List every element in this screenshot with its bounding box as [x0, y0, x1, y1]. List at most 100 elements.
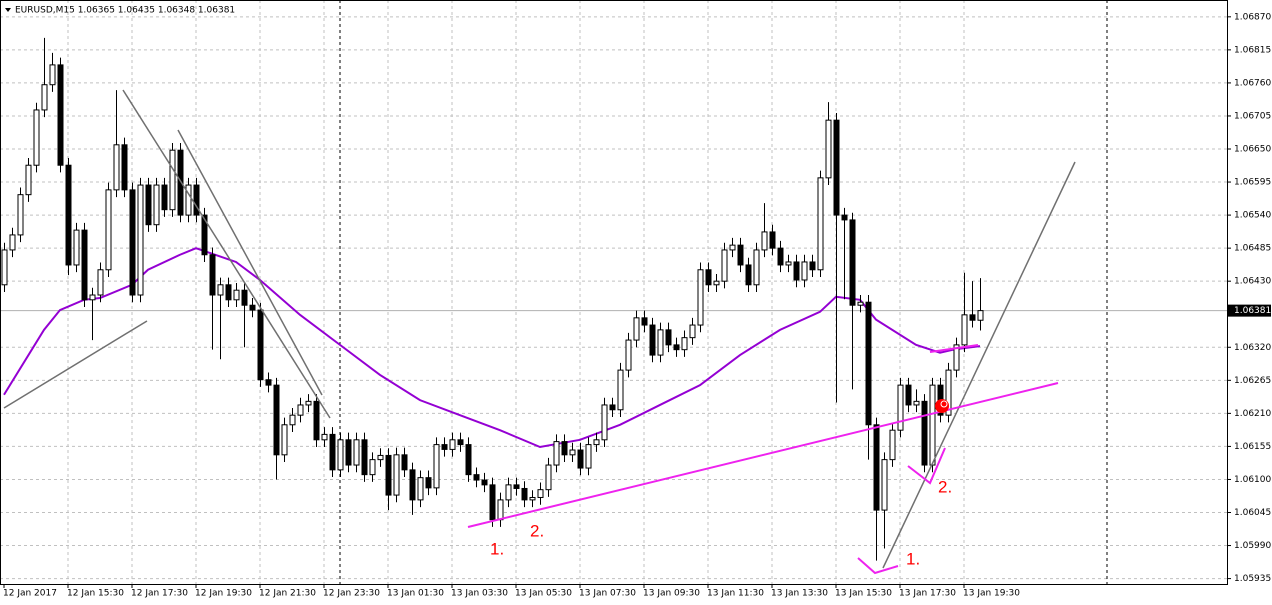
candle-body [521, 487, 528, 501]
candle-body [929, 384, 936, 466]
candle-body [793, 261, 800, 281]
candle-body [457, 439, 464, 446]
candle-body [673, 344, 680, 351]
candle-body [825, 119, 832, 179]
candle-body [177, 149, 184, 216]
swing-mark [907, 447, 946, 485]
y-tick-label: 1.06320 [1234, 343, 1271, 353]
candle-body [321, 433, 328, 441]
candle-body [657, 329, 664, 356]
candle-body [329, 433, 336, 471]
y-tick-label: 1.06595 [1234, 178, 1271, 188]
candle-body [361, 439, 368, 476]
candle-body [873, 424, 880, 511]
y-tick-label: 1.06265 [1234, 376, 1271, 386]
candle-body [297, 404, 304, 416]
x-tick-label: 13 Jan 07:30 [579, 589, 636, 599]
candle-body [721, 249, 728, 282]
candle-body [489, 484, 496, 521]
candle-body [145, 184, 152, 226]
candle-body [393, 454, 400, 496]
candle-body [737, 244, 744, 266]
candle-body [241, 289, 248, 306]
x-tick-label: 12 Jan 15:30 [67, 589, 124, 599]
grid-layer [0, 0, 1227, 584]
x-tick-label: 13 Jan 01:30 [387, 589, 444, 599]
candle-body [761, 231, 768, 251]
candle-body [745, 264, 752, 286]
candle-body [505, 484, 512, 501]
candle-body [617, 369, 624, 411]
candle-body [209, 254, 216, 296]
candle-body [281, 424, 288, 456]
candle-body [841, 214, 848, 221]
x-tick-label: 12 Jan 19:30 [195, 589, 252, 599]
candle-body [97, 269, 104, 296]
candle-body [65, 164, 72, 266]
candle-body [601, 404, 608, 441]
candle-body [129, 189, 136, 296]
candle-layer [1, 37, 984, 561]
current-price-box [1227, 304, 1271, 317]
candle-body [785, 261, 792, 266]
candle-body [417, 477, 424, 501]
candle-body [257, 309, 264, 381]
candle-body [305, 400, 312, 406]
candle-body [377, 454, 384, 461]
candle-body [369, 459, 376, 476]
candle-body [569, 449, 576, 456]
candle-body [609, 404, 616, 411]
y-tick-label: 1.06100 [1234, 475, 1271, 485]
candle-body [849, 219, 856, 306]
x-tick-label: 12 Jan 17:30 [131, 589, 188, 599]
trendline [122, 89, 331, 419]
candle-body [73, 229, 80, 266]
candle-body [137, 184, 144, 296]
candle-body [481, 479, 488, 486]
candle-body [913, 400, 920, 406]
candle-body [897, 384, 904, 431]
candle-body [401, 454, 408, 471]
candle-body [249, 304, 256, 311]
y-tick-label: 1.06815 [1234, 45, 1271, 55]
candle-body [153, 184, 160, 226]
x-tick-label: 13 Jan 05:30 [515, 589, 572, 599]
y-tick-label: 1.06650 [1234, 145, 1271, 155]
candle-body [169, 149, 176, 211]
annotation: 2. [938, 477, 952, 496]
annotation: 2. [530, 521, 544, 540]
y-tick-label: 1.06870 [1234, 12, 1271, 22]
candle-body [9, 234, 16, 251]
candle-body [385, 454, 392, 496]
candle-body [465, 444, 472, 476]
candle-body [729, 244, 736, 251]
candle-body [89, 294, 96, 301]
trendlines [3, 89, 1076, 575]
candle-body [217, 284, 224, 296]
trendline [3, 320, 148, 409]
candle-body [697, 269, 704, 326]
trendline [882, 161, 1076, 569]
candle-body [433, 444, 440, 489]
alert-marker-icon [940, 400, 948, 408]
candle-body [905, 384, 912, 406]
candle-body [513, 484, 520, 489]
candle-body [113, 144, 120, 191]
candle-body [689, 324, 696, 339]
trendline [929, 344, 979, 353]
candle-body [705, 269, 712, 286]
candle-body [313, 400, 320, 441]
candle-body [889, 429, 896, 461]
candle-body [57, 64, 64, 166]
candle-body [753, 249, 760, 286]
candle-body [881, 459, 888, 511]
candle-body [817, 177, 824, 271]
chart-title: EURUSD,M15 1.06365 1.06435 1.06348 1.063… [15, 6, 235, 16]
candle-body [801, 261, 808, 281]
candle-body [17, 194, 24, 236]
candle-body [201, 214, 208, 256]
candle-body [641, 317, 648, 326]
candle-body [337, 439, 344, 471]
candle-body [769, 231, 776, 249]
